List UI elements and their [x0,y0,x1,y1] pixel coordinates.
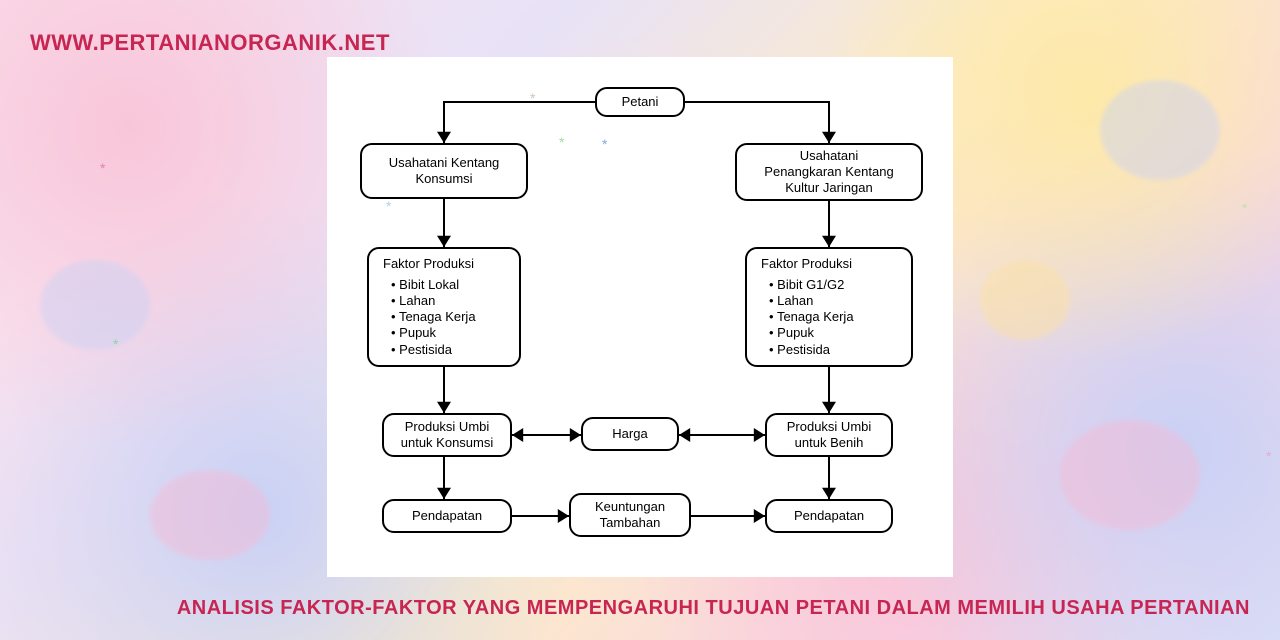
decoration-star: * [1242,200,1247,216]
node-faktor_r: Faktor ProduksiBibit G1/G2LahanTenaga Ke… [745,247,913,367]
node-keun: KeuntunganTambahan [569,493,691,537]
node-prod_r: Produksi Umbiuntuk Benih [765,413,893,457]
decoration-star: * [602,136,607,152]
node-pend_r: Pendapatan [765,499,893,533]
decoration-star: * [530,90,535,106]
page-title: ANALISIS FAKTOR-FAKTOR YANG MEMPENGARUHI… [177,597,1250,620]
decoration-star: * [1266,448,1271,464]
node-petani: Petani [595,87,685,117]
site-url: WWW.PERTANIANORGANIK.NET [30,30,390,56]
decoration-star: * [113,336,118,352]
node-usaha_r: UsahataniPenangkaran KentangKultur Jarin… [735,143,923,201]
flowchart-panel: Petani Usahatani KentangKonsumsi Usahatani… [327,57,953,577]
decoration-star: * [100,160,105,176]
decoration-star: * [386,198,391,214]
node-faktor_l: Faktor ProduksiBibit LokalLahanTenaga Ke… [367,247,521,367]
node-prod_l: Produksi Umbiuntuk Konsumsi [382,413,512,457]
node-pend_l: Pendapatan [382,499,512,533]
decoration-star: * [559,134,564,150]
node-usaha_l: Usahatani KentangKonsumsi [360,143,528,199]
node-harga: Harga [581,417,679,451]
